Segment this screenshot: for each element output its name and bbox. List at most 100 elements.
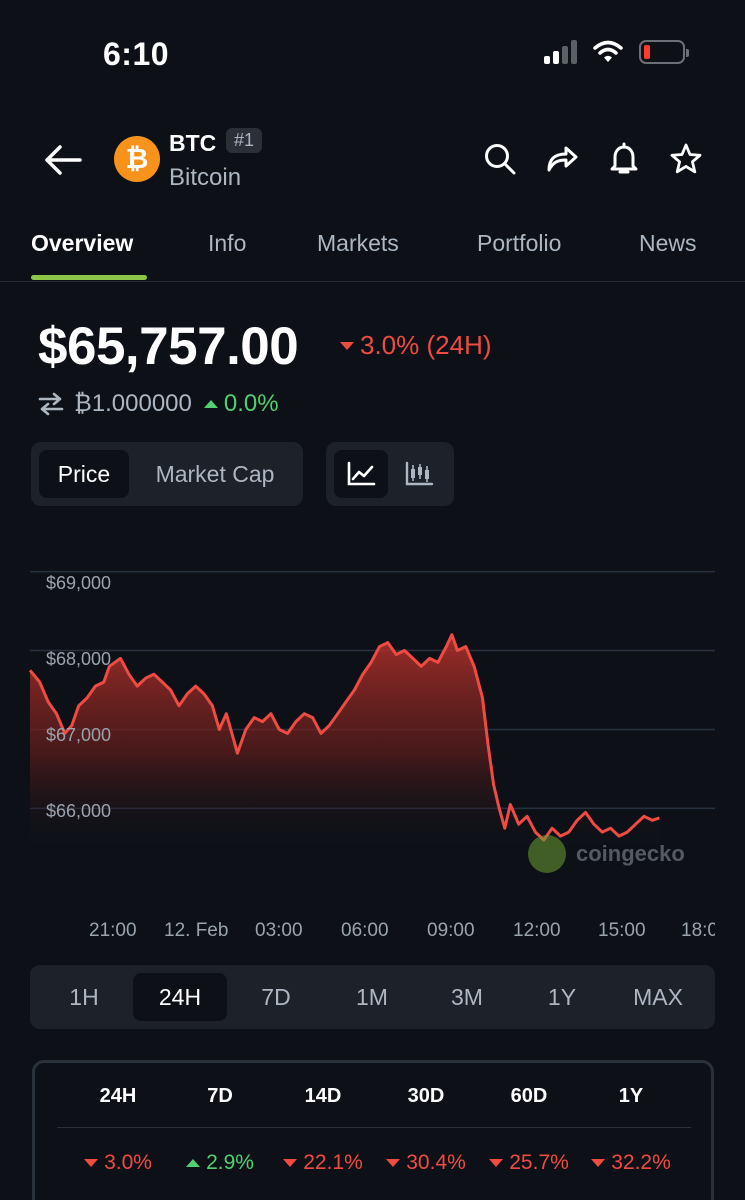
btc-price-row: ₿1.000000 0.0% bbox=[38, 388, 279, 420]
cellular-signal-icon bbox=[544, 40, 577, 64]
price-chart[interactable]: $69,000 $68,000 $67,000 $66,000 coingeck… bbox=[0, 540, 745, 960]
battery-icon bbox=[639, 40, 689, 64]
x-tick-label: 15:00 bbox=[598, 920, 646, 941]
perf-value-24h: 3.0% bbox=[63, 1151, 173, 1175]
line-chart-button[interactable] bbox=[334, 450, 388, 498]
coingecko-watermark: coingecko bbox=[528, 835, 685, 873]
back-button[interactable] bbox=[42, 140, 86, 180]
price-line bbox=[28, 633, 660, 842]
tab-news[interactable]: News bbox=[639, 230, 697, 256]
perf-value-text: 25.7% bbox=[509, 1151, 569, 1174]
tab-overview[interactable]: Overview bbox=[31, 230, 134, 256]
price-chart-canvas bbox=[28, 570, 715, 850]
range-1m-button[interactable]: 1M bbox=[356, 983, 388, 1010]
perf-header-30d: 30D bbox=[407, 1085, 445, 1107]
candlestick-icon bbox=[405, 461, 434, 486]
line-chart-icon bbox=[347, 461, 376, 486]
wifi-icon bbox=[593, 40, 623, 62]
perf-value-30d: 30.4% bbox=[371, 1151, 481, 1175]
caret-down-icon bbox=[340, 341, 354, 350]
range-1y-button[interactable]: 1Y bbox=[547, 983, 577, 1010]
price-change-value: 3.0% (24H) bbox=[360, 330, 492, 360]
perf-value-60d: 25.7% bbox=[474, 1151, 584, 1175]
header-actions bbox=[481, 140, 705, 178]
perf-value-text: 22.1% bbox=[303, 1151, 363, 1174]
candlestick-chart-button[interactable] bbox=[392, 450, 446, 498]
range-1h-button[interactable]: 1H bbox=[69, 983, 99, 1010]
x-tick-label: 18:0 bbox=[681, 920, 715, 941]
perf-header-14d: 14D bbox=[304, 1085, 342, 1107]
search-button[interactable] bbox=[481, 140, 519, 178]
perf-value-14d: 22.1% bbox=[268, 1151, 378, 1175]
y-tick-label: $68,000 bbox=[46, 649, 112, 669]
y-tick-label: $66,000 bbox=[46, 801, 112, 821]
perf-value-text: 32.2% bbox=[611, 1151, 671, 1174]
perf-value-text: 30.4% bbox=[406, 1151, 466, 1174]
time-range-selector: 1H 24H 7D 1M 3M 1Y MAX bbox=[30, 965, 715, 1029]
y-tick-label: $67,000 bbox=[46, 725, 112, 745]
coin-symbol: BTC bbox=[169, 130, 217, 156]
rank-badge: #1 bbox=[226, 128, 263, 153]
x-tick-label: 12:00 bbox=[513, 920, 561, 941]
arrow-left-icon bbox=[45, 145, 82, 175]
tab-bar: Overview Info Markets Portfolio News bbox=[0, 216, 745, 282]
price-toggle-button[interactable]: Price bbox=[39, 450, 129, 498]
perf-value-text: 2.9% bbox=[206, 1151, 254, 1174]
bell-icon bbox=[610, 142, 638, 174]
perf-header-24h: 24H bbox=[99, 1085, 137, 1107]
x-tick-label: 06:00 bbox=[341, 920, 389, 941]
caret-down-icon bbox=[591, 1159, 606, 1167]
search-icon bbox=[485, 144, 516, 175]
x-tick-label: 09:00 bbox=[427, 920, 475, 941]
perf-header-7d: 7D bbox=[207, 1085, 233, 1107]
price-section: $65,757.00 3.0% (24H) bbox=[38, 316, 718, 380]
market-cap-toggle-button[interactable]: Market Cap bbox=[155, 460, 275, 487]
bitcoin-logo-icon: ₿ bbox=[114, 136, 160, 182]
caret-down-icon bbox=[489, 1159, 504, 1167]
caret-up-icon bbox=[203, 400, 218, 408]
x-tick-label: 21:00 bbox=[89, 920, 137, 941]
swap-arrows-icon bbox=[38, 392, 64, 416]
caret-down-icon bbox=[386, 1159, 401, 1167]
coin-name: Bitcoin bbox=[169, 164, 242, 191]
share-icon bbox=[547, 146, 578, 172]
coin-header: ₿ BTC #1 Bitcoin bbox=[0, 118, 745, 202]
gecko-logo-icon bbox=[528, 835, 566, 873]
range-24h-button[interactable]: 24H bbox=[133, 973, 227, 1021]
price-alert-button[interactable] bbox=[605, 140, 643, 178]
tab-portfolio[interactable]: Portfolio bbox=[477, 230, 562, 256]
metric-toggle: Price Market Cap bbox=[31, 442, 303, 506]
caret-down-icon bbox=[283, 1159, 298, 1167]
range-7d-button[interactable]: 7D bbox=[261, 983, 291, 1010]
status-time: 6:10 bbox=[103, 36, 170, 72]
status-icons bbox=[544, 40, 689, 64]
watermark-text: coingecko bbox=[576, 841, 685, 866]
active-tab-indicator bbox=[31, 275, 147, 280]
current-price: $65,757.00 bbox=[38, 317, 299, 376]
btc-price: ₿1.000000 bbox=[74, 390, 192, 417]
price-area-fill bbox=[30, 634, 660, 850]
star-icon bbox=[670, 143, 702, 174]
share-button[interactable] bbox=[543, 140, 581, 178]
caret-up-icon bbox=[186, 1159, 201, 1167]
range-3m-button[interactable]: 3M bbox=[451, 983, 483, 1010]
x-tick-label: 03:00 bbox=[255, 920, 303, 941]
watchlist-button[interactable] bbox=[667, 140, 705, 178]
y-tick-label: $69,000 bbox=[46, 573, 112, 593]
performance-table: 24H 7D 14D 30D 60D 1Y 3.0% 2.9% 22.1% 30… bbox=[32, 1060, 714, 1200]
btc-price-change: 0.0% bbox=[203, 390, 279, 418]
perf-value-1y: 32.2% bbox=[576, 1151, 686, 1175]
x-tick-label: 12. Feb bbox=[164, 920, 229, 941]
chart-type-toggle bbox=[326, 442, 454, 506]
perf-value-text: 3.0% bbox=[104, 1151, 152, 1174]
price-change-24h: 3.0% (24H) bbox=[340, 330, 492, 361]
range-max-button[interactable]: MAX bbox=[633, 983, 683, 1010]
status-bar: 6:10 bbox=[0, 0, 745, 110]
perf-header-1y: 1Y bbox=[618, 1085, 644, 1107]
caret-down-icon bbox=[84, 1159, 99, 1167]
tab-markets[interactable]: Markets bbox=[317, 230, 399, 256]
perf-value-7d: 2.9% bbox=[165, 1151, 275, 1175]
btc-change-value: 0.0% bbox=[223, 390, 279, 417]
perf-divider bbox=[57, 1127, 691, 1128]
tab-info[interactable]: Info bbox=[208, 230, 247, 256]
